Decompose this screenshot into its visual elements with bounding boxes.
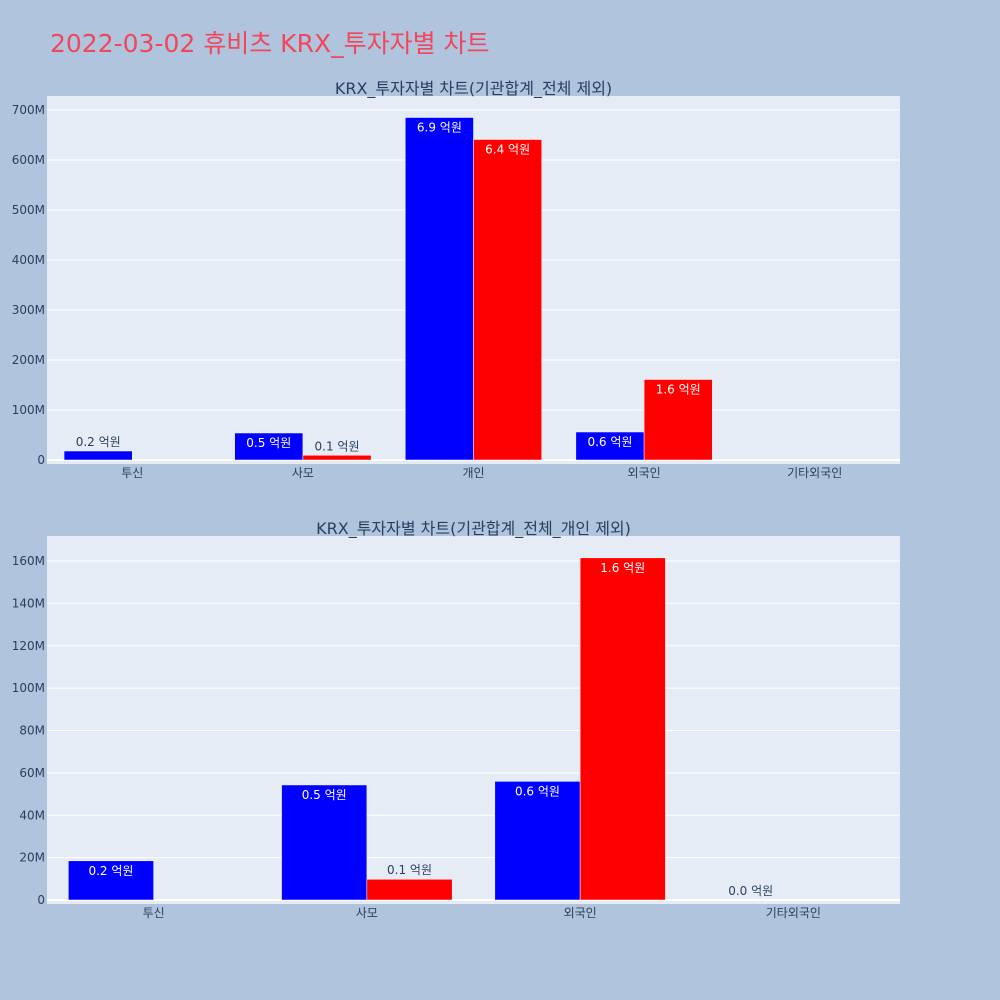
chart-krx-investor-excl-inst: 0 100M 200M 300M 400M 500M 600M 700M KRX_투자자별 차트…	[12, 79, 900, 480]
x-tick-label: 투신	[121, 466, 143, 480]
y-tick-label: 300M	[12, 303, 45, 317]
x-tick-label: 외국인	[564, 906, 597, 920]
y-tick-label: 100M	[12, 681, 45, 695]
data-label: 0.1 억원	[387, 863, 432, 877]
data-label: 0.2 억원	[76, 435, 121, 449]
y-tick-label: 60M	[19, 766, 45, 780]
data-label: 0.6 억원	[515, 784, 560, 798]
bar	[643, 379, 713, 461]
bar	[281, 784, 368, 901]
chart-krx-investor-excl-inst-indiv: 0 20M 40M 60M 80M 100M 120M 140M 160M KRX_투자자별 차트…	[12, 519, 900, 920]
y-tick-label: 120M	[12, 639, 45, 653]
x-tick-label: 외국인	[628, 466, 661, 480]
y-tick-label: 0	[37, 893, 45, 907]
y-tick-label: 500M	[12, 203, 45, 217]
bar	[302, 455, 372, 461]
x-tick-label: 개인	[462, 466, 484, 480]
y-tick-label: 140M	[12, 596, 45, 610]
y-tick-label: 40M	[19, 808, 45, 822]
x-tick-label: 기타외국인	[787, 466, 842, 480]
x-tick-label: 사모	[292, 466, 314, 480]
bar	[494, 781, 581, 901]
data-label: 0.5 억원	[302, 788, 347, 802]
bar	[473, 139, 542, 461]
data-label: 0.2 억원	[88, 864, 133, 878]
y-tick-label: 200M	[12, 353, 45, 367]
data-label: 0.0 억원	[728, 884, 773, 898]
bar	[63, 450, 133, 461]
data-label: 0.1 억원	[315, 439, 360, 453]
chart-title: KRX_투자자별 차트(기관합계_전체 제외)	[335, 79, 612, 99]
chart-title: KRX_투자자별 차트(기관합계_전체_개인 제외)	[316, 519, 631, 539]
plot-area	[47, 536, 900, 904]
bar	[579, 557, 666, 901]
x-tick-label: 투신	[143, 906, 165, 920]
x-tick-label: 사모	[356, 906, 378, 920]
data-label: 1.6 억원	[656, 383, 701, 397]
x-tick-label: 기타외국인	[766, 906, 821, 920]
bar	[366, 878, 453, 901]
data-label: 1.6 억원	[600, 561, 645, 575]
y-tick-label: 100M	[12, 403, 45, 417]
bar	[234, 432, 304, 461]
bar	[68, 860, 154, 901]
y-tick-label: 700M	[12, 103, 45, 117]
y-tick-label: 600M	[12, 153, 45, 167]
page-title: 2022-03-02 휴비츠 KRX_투자자별 차트	[50, 29, 490, 58]
y-tick-label: 0	[37, 453, 45, 467]
bar	[405, 117, 474, 461]
data-label: 6.4 억원	[485, 143, 530, 157]
y-tick-label: 400M	[12, 253, 45, 267]
bar	[575, 431, 645, 461]
data-label: 0.5 억원	[246, 436, 291, 450]
y-tick-label: 20M	[19, 851, 45, 865]
data-label: 0.6 억원	[587, 435, 632, 449]
y-tick-label: 160M	[12, 554, 45, 568]
y-tick-label: 80M	[19, 724, 45, 738]
data-label: 6.9 억원	[417, 121, 462, 135]
